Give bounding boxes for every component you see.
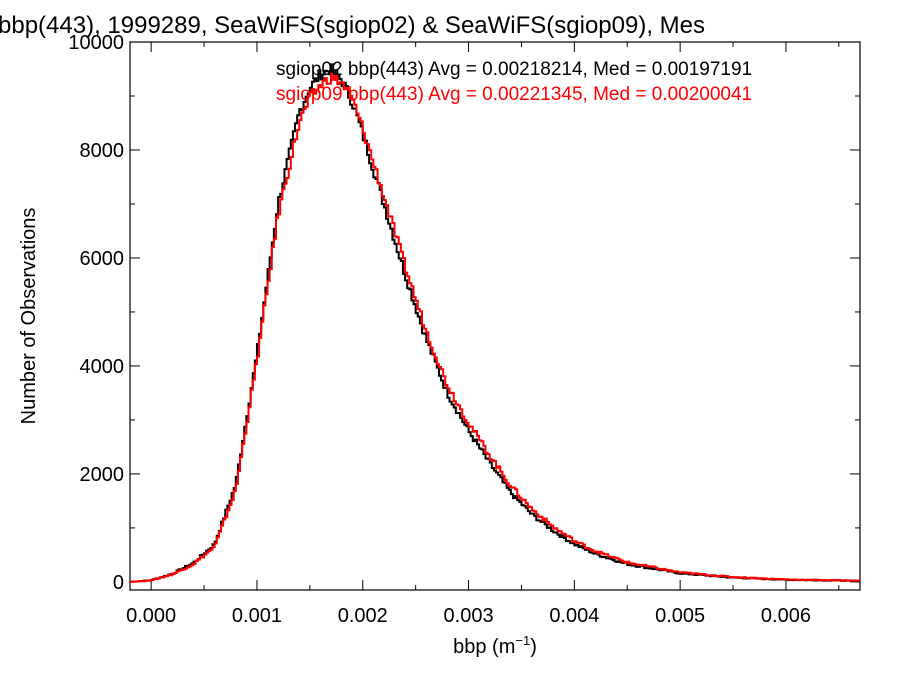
x-axis-label-superscript: −1 bbox=[515, 633, 530, 648]
y-tick-label-2: 4000 bbox=[80, 356, 125, 378]
x-tick-label-1: 0.001 bbox=[232, 605, 282, 627]
x-axis-label-base: bbp (m bbox=[453, 636, 515, 658]
y-tick-label-5: 10000 bbox=[68, 32, 124, 54]
y-tick-label-0: 0 bbox=[113, 572, 124, 594]
x-tick-label-6: 0.006 bbox=[761, 605, 811, 627]
axis-ticks: 0.000 0.001 0.002 0.003 0.004 0.005 0.006 0 2000… bbox=[68, 32, 860, 627]
y-tick-label-4: 8000 bbox=[80, 140, 125, 162]
x-tick-label-3: 0.003 bbox=[444, 605, 494, 627]
x-tick-label-0: 0.000 bbox=[126, 605, 176, 627]
x-tick-label-2: 0.002 bbox=[338, 605, 388, 627]
y-tick-label-1: 2000 bbox=[80, 464, 125, 486]
x-axis-label-close: ) bbox=[530, 636, 537, 658]
x-tick-label-4: 0.004 bbox=[549, 605, 599, 627]
series-line-1 bbox=[130, 72, 860, 583]
legend-entry-0: sgiop02 bbp(443) Avg = 0.00218214, Med =… bbox=[276, 59, 752, 80]
x-tick-label-5: 0.005 bbox=[655, 605, 705, 627]
legend: sgiop02 bbp(443) Avg = 0.00218214, Med =… bbox=[276, 59, 752, 105]
series-lines bbox=[130, 63, 860, 583]
x-axis-label: bbp (m−1) bbox=[453, 633, 537, 658]
y-tick-label-3: 6000 bbox=[80, 248, 125, 270]
y-axis-label: Number of Observations bbox=[18, 208, 40, 425]
chart-title: bbp(443), 1999289, SeaWiFS(sgiop02) & Se… bbox=[0, 12, 705, 39]
legend-entry-1: sgiop09 bbp(443) Avg = 0.00221345, Med =… bbox=[276, 84, 752, 105]
plot-frame bbox=[129, 41, 861, 591]
series-line-0 bbox=[130, 63, 860, 583]
